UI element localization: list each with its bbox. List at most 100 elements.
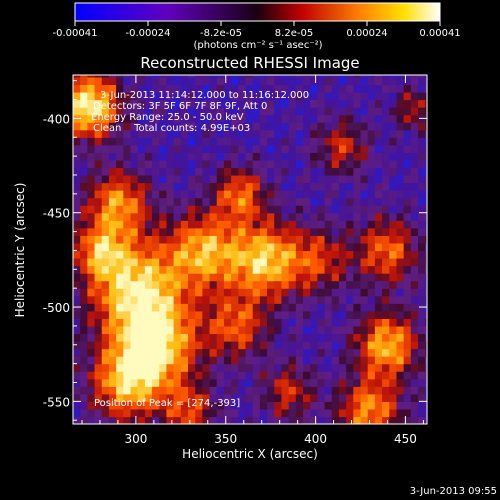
heatmap-cell xyxy=(231,340,239,350)
heatmap-cell xyxy=(87,190,96,199)
heatmap-cell xyxy=(80,205,88,214)
heatmap-cell xyxy=(123,416,132,424)
heatmap-cell xyxy=(123,408,132,418)
heatmap-cell xyxy=(303,371,311,380)
heatmap-cell xyxy=(73,386,81,395)
heatmap-cell xyxy=(346,242,354,252)
heatmap-cell xyxy=(130,122,139,131)
heatmap-cell xyxy=(367,220,376,229)
heatmap-cell xyxy=(367,356,376,365)
heatmap-cell xyxy=(101,114,110,123)
heatmap-cell xyxy=(324,288,333,297)
heatmap-cell xyxy=(389,257,398,267)
heatmap-cell xyxy=(159,167,168,176)
heatmap-cell xyxy=(180,250,189,259)
heatmap-cell xyxy=(374,152,383,161)
heatmap-cell xyxy=(108,333,117,342)
heatmap-cell xyxy=(367,152,376,161)
heatmap-cell xyxy=(331,220,340,229)
heatmap-cell xyxy=(367,386,376,395)
heatmap-cell xyxy=(195,75,203,78)
heatmap-cell xyxy=(252,107,261,116)
heatmap-cell xyxy=(274,84,283,93)
heatmap-cell xyxy=(267,408,275,418)
heatmap-cell xyxy=(166,348,175,357)
heatmap-cell xyxy=(188,205,196,214)
heatmap-cell xyxy=(288,348,297,357)
heatmap-cell xyxy=(238,129,247,138)
heatmap-cell xyxy=(252,348,261,357)
heatmap-cell xyxy=(295,152,304,161)
heatmap-cell xyxy=(267,167,275,176)
heatmap-cell xyxy=(288,107,297,116)
heatmap-cell xyxy=(209,318,218,327)
heatmap-cell xyxy=(238,318,247,327)
heatmap-cell xyxy=(80,152,88,161)
heatmap-cell xyxy=(410,107,419,116)
heatmap-cell xyxy=(353,167,362,176)
heatmap-cell xyxy=(389,129,398,138)
heatmap-cell xyxy=(195,356,203,365)
heatmap-cell xyxy=(382,303,390,312)
heatmap-cell xyxy=(267,265,275,274)
heatmap-cell xyxy=(274,310,283,319)
heatmap-cell xyxy=(159,182,168,191)
colorbar-tick-label: 0.00024 xyxy=(346,28,387,39)
heatmap-cell xyxy=(144,416,153,424)
heatmap-cell xyxy=(396,371,405,380)
heatmap-cell xyxy=(73,356,81,365)
heatmap-cell xyxy=(367,310,376,319)
heatmap-cell xyxy=(324,295,333,304)
heatmap-cell xyxy=(223,220,232,229)
heatmap-cell xyxy=(324,356,333,365)
heatmap-cell xyxy=(223,318,232,327)
heatmap-cell xyxy=(259,137,268,146)
heatmap-cell xyxy=(130,363,139,372)
heatmap-cell xyxy=(152,378,160,387)
heatmap-cell xyxy=(159,348,168,357)
heatmap-cell xyxy=(353,84,362,93)
heatmap-cell xyxy=(410,416,419,424)
heatmap-cell xyxy=(188,371,196,380)
heatmap-cell xyxy=(418,167,426,176)
heatmap-cell xyxy=(245,197,254,206)
heatmap-cell xyxy=(238,159,247,169)
heatmap-cell xyxy=(346,416,354,424)
heatmap-cell xyxy=(216,265,225,274)
heatmap-cell xyxy=(223,235,232,244)
heatmap-cell xyxy=(73,129,81,138)
heatmap-cell xyxy=(87,356,96,365)
heatmap-cell xyxy=(374,190,383,199)
heatmap-cell xyxy=(317,371,326,380)
heatmap-cell xyxy=(202,84,211,93)
heatmap-cell xyxy=(87,174,96,184)
heatmap-cell xyxy=(188,76,196,86)
heatmap-cell xyxy=(188,227,196,236)
heatmap-cell xyxy=(123,205,132,214)
heatmap-cell xyxy=(130,257,139,267)
heatmap-cell xyxy=(180,99,189,108)
heatmap-cell xyxy=(288,227,297,236)
heatmap-cell xyxy=(94,273,103,282)
heatmap-cell xyxy=(144,159,153,169)
heatmap-cell xyxy=(238,416,247,424)
heatmap-cell xyxy=(159,340,168,350)
heatmap-cell xyxy=(346,152,354,161)
heatmap-cell xyxy=(123,75,132,78)
heatmap-cell xyxy=(267,91,275,101)
heatmap-cell xyxy=(410,310,419,319)
heatmap-cell xyxy=(108,75,117,78)
heatmap-cell xyxy=(346,265,354,274)
heatmap-cell xyxy=(259,144,268,153)
heatmap-cell xyxy=(353,318,362,327)
heatmap-cell xyxy=(252,84,261,93)
heatmap-cell xyxy=(188,174,196,184)
heatmap-cell xyxy=(94,75,103,78)
heatmap-cell xyxy=(382,220,390,229)
heatmap-cell xyxy=(216,348,225,357)
heatmap-cell xyxy=(346,273,354,282)
heatmap-cell xyxy=(382,257,390,267)
heatmap-cell xyxy=(267,235,275,244)
heatmap-cell xyxy=(346,408,354,418)
heatmap-cell xyxy=(173,167,182,176)
